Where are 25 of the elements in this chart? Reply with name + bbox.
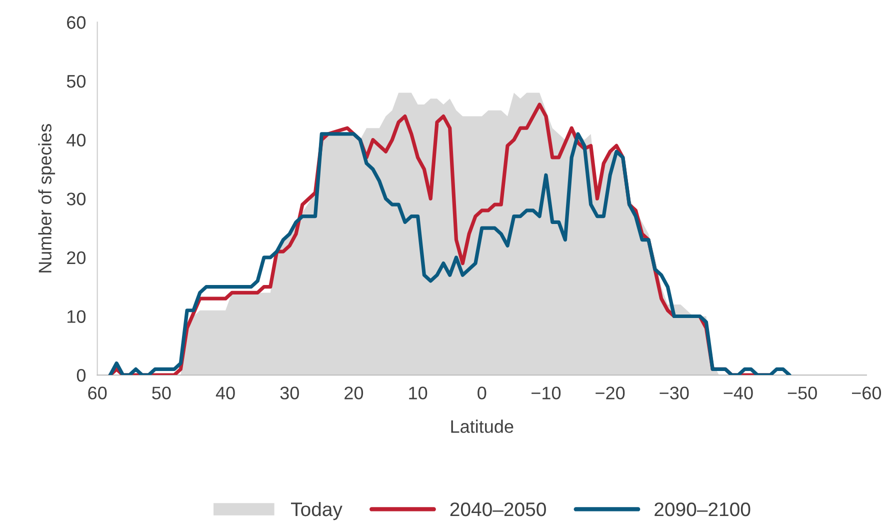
x-tick-label: 30 <box>280 386 299 400</box>
x-tick-label: 20 <box>344 386 364 400</box>
y-tick-label: 10 <box>68 310 86 323</box>
x-tick-label: −60 <box>852 386 882 400</box>
x-tick-label: 10 <box>409 386 428 400</box>
x-tick-label: −50 <box>788 386 817 400</box>
x-axis-title: Latitude <box>451 420 514 433</box>
y-axis-title: Number of species <box>38 124 56 272</box>
y-tick-label: 40 <box>66 134 86 147</box>
y-tick-label: 50 <box>66 74 86 88</box>
x-tick-label: 50 <box>152 386 171 400</box>
x-tick-label: −20 <box>596 386 625 400</box>
y-tick-label: 20 <box>67 251 86 264</box>
x-tick-label: 40 <box>216 386 235 400</box>
y-tick-label: 30 <box>66 192 86 206</box>
y-tick-label: 60 <box>67 16 86 29</box>
legend-label: Today <box>291 502 342 520</box>
y-tick-label: 0 <box>76 368 86 382</box>
legend-label: 2040–2050 <box>450 502 546 516</box>
x-tick-label: −10 <box>532 386 561 400</box>
x-tick-label: −30 <box>660 386 689 400</box>
x-tick-label: 0 <box>478 386 486 400</box>
legend-label: 2090–2100 <box>654 502 750 516</box>
x-tick-label: 60 <box>88 386 107 400</box>
x-tick-label: −40 <box>724 386 753 400</box>
